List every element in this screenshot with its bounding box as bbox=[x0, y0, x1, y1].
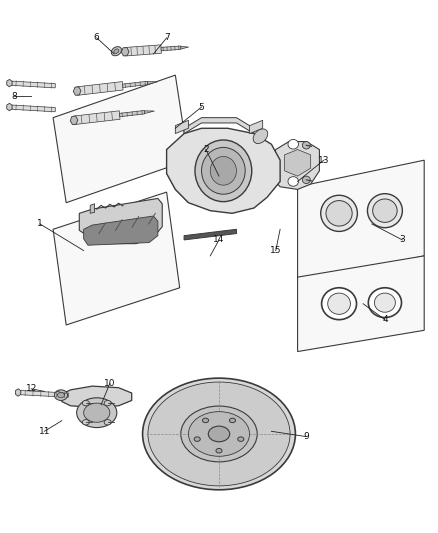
Polygon shape bbox=[62, 386, 132, 407]
Polygon shape bbox=[166, 150, 188, 203]
Text: 5: 5 bbox=[199, 102, 205, 111]
Text: 15: 15 bbox=[270, 246, 282, 255]
Ellipse shape bbox=[210, 157, 237, 185]
Text: 12: 12 bbox=[25, 384, 37, 393]
Text: 9: 9 bbox=[304, 432, 309, 441]
Ellipse shape bbox=[54, 390, 67, 400]
Polygon shape bbox=[53, 192, 180, 325]
Ellipse shape bbox=[148, 382, 290, 486]
Ellipse shape bbox=[104, 419, 111, 425]
Polygon shape bbox=[90, 204, 95, 213]
Polygon shape bbox=[181, 46, 189, 49]
Polygon shape bbox=[175, 120, 188, 134]
Polygon shape bbox=[12, 81, 55, 88]
Ellipse shape bbox=[143, 378, 295, 490]
Polygon shape bbox=[21, 391, 68, 397]
Ellipse shape bbox=[111, 47, 121, 56]
Ellipse shape bbox=[216, 448, 222, 453]
Ellipse shape bbox=[188, 411, 250, 456]
Polygon shape bbox=[148, 82, 158, 84]
Ellipse shape bbox=[208, 426, 230, 442]
Ellipse shape bbox=[302, 176, 310, 183]
Ellipse shape bbox=[238, 437, 244, 441]
Text: 10: 10 bbox=[104, 379, 116, 388]
Text: 3: 3 bbox=[399, 236, 405, 245]
Polygon shape bbox=[297, 160, 424, 282]
Text: 1: 1 bbox=[37, 220, 43, 229]
Ellipse shape bbox=[104, 400, 111, 406]
Polygon shape bbox=[74, 111, 120, 125]
Polygon shape bbox=[7, 79, 12, 87]
Polygon shape bbox=[121, 47, 129, 56]
Ellipse shape bbox=[328, 293, 350, 314]
Polygon shape bbox=[297, 256, 424, 352]
Ellipse shape bbox=[77, 398, 117, 427]
Ellipse shape bbox=[321, 288, 357, 320]
Polygon shape bbox=[7, 103, 12, 111]
Polygon shape bbox=[15, 389, 21, 396]
Ellipse shape bbox=[194, 437, 200, 441]
Polygon shape bbox=[250, 120, 263, 134]
Text: 7: 7 bbox=[164, 34, 170, 43]
Polygon shape bbox=[125, 45, 161, 56]
Ellipse shape bbox=[201, 148, 245, 194]
Polygon shape bbox=[77, 82, 123, 95]
Text: 11: 11 bbox=[39, 427, 50, 436]
Polygon shape bbox=[12, 105, 55, 112]
Ellipse shape bbox=[373, 199, 397, 222]
Ellipse shape bbox=[326, 200, 352, 226]
Ellipse shape bbox=[114, 49, 119, 53]
Polygon shape bbox=[145, 111, 155, 114]
Polygon shape bbox=[79, 198, 162, 244]
Text: 13: 13 bbox=[318, 156, 329, 165]
Ellipse shape bbox=[82, 400, 89, 406]
Ellipse shape bbox=[288, 176, 298, 186]
Polygon shape bbox=[184, 229, 237, 240]
Text: 6: 6 bbox=[94, 34, 99, 43]
Ellipse shape bbox=[181, 406, 257, 462]
Ellipse shape bbox=[195, 140, 252, 201]
Ellipse shape bbox=[302, 142, 310, 149]
Ellipse shape bbox=[374, 293, 396, 312]
Polygon shape bbox=[184, 118, 254, 134]
Polygon shape bbox=[166, 128, 280, 213]
Polygon shape bbox=[53, 75, 188, 203]
Ellipse shape bbox=[253, 129, 268, 143]
Ellipse shape bbox=[368, 288, 402, 318]
Polygon shape bbox=[70, 116, 78, 125]
Polygon shape bbox=[120, 110, 145, 117]
Ellipse shape bbox=[367, 193, 403, 228]
Ellipse shape bbox=[288, 140, 298, 149]
Polygon shape bbox=[161, 46, 181, 51]
Text: 14: 14 bbox=[213, 236, 225, 245]
Text: 2: 2 bbox=[203, 145, 209, 154]
Ellipse shape bbox=[84, 403, 110, 422]
Ellipse shape bbox=[202, 418, 208, 423]
Text: 4: 4 bbox=[382, 315, 388, 324]
Polygon shape bbox=[73, 87, 81, 95]
Polygon shape bbox=[123, 81, 148, 87]
Ellipse shape bbox=[82, 419, 89, 425]
Ellipse shape bbox=[57, 392, 64, 398]
Polygon shape bbox=[272, 142, 319, 189]
Polygon shape bbox=[285, 150, 311, 176]
Ellipse shape bbox=[321, 195, 357, 231]
Polygon shape bbox=[84, 216, 158, 245]
Text: 8: 8 bbox=[11, 92, 17, 101]
Ellipse shape bbox=[230, 418, 236, 423]
